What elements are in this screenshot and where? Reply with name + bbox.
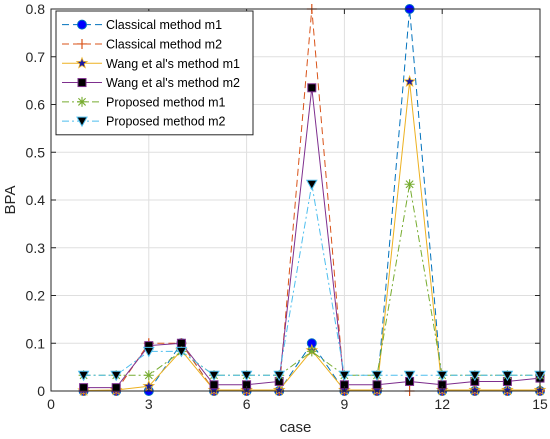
- legend-entry: Classical method m1: [62, 18, 222, 32]
- data-point: [79, 383, 89, 393]
- data-point: [305, 179, 318, 191]
- y-tick-label: 0.8: [26, 1, 46, 17]
- data-point: [403, 370, 416, 382]
- data-point: [77, 370, 90, 382]
- data-point: [468, 370, 481, 382]
- y-tick-label: 0.4: [26, 192, 46, 208]
- data-point: [208, 370, 220, 382]
- legend-label: Classical method m1: [106, 18, 222, 32]
- legend-entry: Classical method m2: [62, 37, 222, 51]
- legend-marker: [77, 38, 87, 49]
- data-point: [338, 370, 351, 382]
- y-tick-label: 0.7: [26, 49, 46, 65]
- legend-entry: Proposed method m2: [62, 115, 226, 129]
- y-axis-label: BPA: [2, 186, 19, 215]
- data-point: [307, 83, 317, 93]
- data-point: [209, 380, 219, 390]
- y-tick-label: 0.3: [26, 240, 46, 256]
- x-tick-label: 15: [532, 396, 548, 412]
- y-tick-label: 0.5: [26, 144, 46, 160]
- y-tick-label: 0: [37, 383, 45, 399]
- series-4: [79, 83, 545, 393]
- legend-label: Wang et al's method m1: [106, 57, 240, 71]
- y-tick-label: 0.1: [26, 335, 46, 351]
- data-point: [143, 370, 154, 381]
- x-tick-label: 6: [243, 396, 251, 412]
- data-point: [404, 179, 415, 190]
- legend-marker: [77, 19, 87, 30]
- data-point: [468, 383, 482, 396]
- data-point: [175, 346, 188, 358]
- data-point: [142, 346, 155, 358]
- data-point: [372, 380, 382, 390]
- x-tick-label: 0: [47, 396, 55, 412]
- legend-marker: [77, 96, 87, 107]
- data-point: [501, 383, 514, 396]
- data-point: [306, 346, 317, 357]
- data-point: [371, 370, 383, 382]
- legend: Classical method m1 Classical method m2 Wa…: [55, 10, 254, 136]
- y-tick-label: 0.6: [26, 97, 46, 113]
- legend-marker: [77, 78, 87, 88]
- legend-label: Proposed method m1: [106, 95, 226, 109]
- legend-marker: [75, 56, 89, 69]
- data-point: [403, 74, 416, 87]
- data-point: [501, 370, 514, 382]
- data-point: [176, 338, 186, 348]
- data-point: [110, 370, 123, 382]
- legend-label: Wang et al's method m2: [106, 76, 240, 90]
- series-6: [77, 179, 546, 382]
- legend-entry: Wang et al's method m2: [62, 76, 240, 90]
- legend-label: Classical method m2: [106, 37, 222, 51]
- legend-entry: Proposed method m1: [62, 95, 226, 109]
- y-tick-label: 0.2: [26, 288, 46, 304]
- data-point: [273, 370, 286, 382]
- legend-marker: [76, 116, 88, 128]
- axis-ticks: 0 3 6 9 12 15 0 0.1 0.2 0.3 0.4 0.5 0.6 0.7 0.8: [26, 1, 548, 412]
- x-axis-label: case: [280, 419, 312, 436]
- data-point: [436, 370, 449, 382]
- data-point: [272, 383, 286, 396]
- legend-box: [55, 10, 254, 136]
- legend-label: Proposed method m2: [106, 115, 226, 129]
- x-tick-label: 3: [145, 396, 153, 412]
- data-point: [111, 383, 121, 393]
- legend-entry: Wang et al's method m1: [62, 56, 240, 71]
- data-point: [240, 370, 253, 382]
- x-tick-label: 12: [434, 396, 450, 412]
- x-tick-label: 9: [341, 396, 349, 412]
